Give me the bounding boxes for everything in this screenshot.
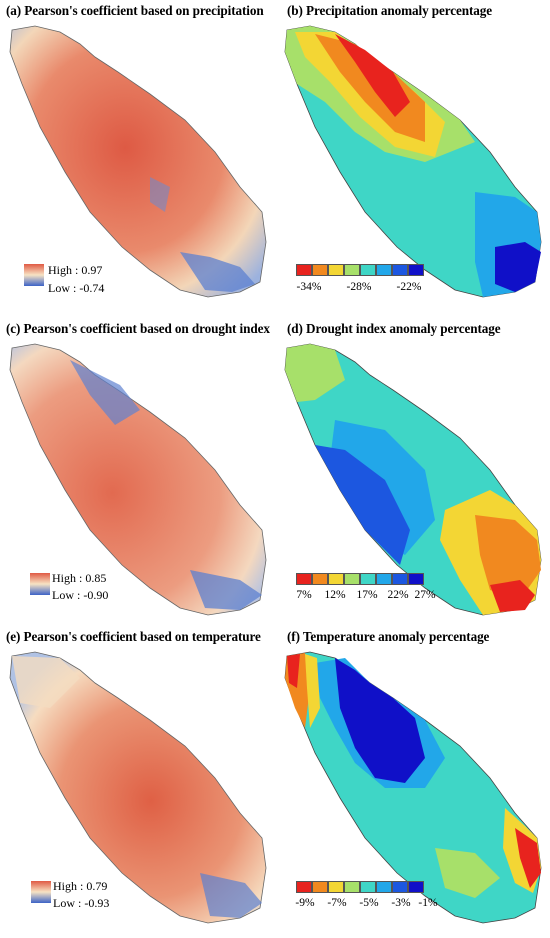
panel-c-title: (c) Pearson's coefficient based on droug… — [6, 321, 270, 336]
panel-b: (b) Precipitation anomaly percentage -34… — [275, 0, 550, 312]
tick-d-2: 17% — [356, 589, 378, 601]
legend-bar-b — [296, 264, 424, 276]
tick-f-3: -3% — [391, 897, 411, 909]
panel-a-title: (a) Pearson's coefficient based on preci… — [6, 3, 264, 18]
legend-high-e: High : 0.79 — [53, 879, 108, 893]
tick-b-0: -34% — [296, 281, 322, 293]
panel-e: (e) Pearson's coefficient based on tempe… — [0, 626, 275, 938]
legend-high-c: High : 0.85 — [52, 571, 107, 585]
tick-f-2: -5% — [359, 897, 379, 909]
legend-gradient-a — [24, 264, 44, 286]
tick-f-4: -1% — [418, 897, 438, 909]
panel-f-title: (f) Temperature anomaly percentage — [287, 629, 490, 644]
panel-a: (a) Pearson's coefficient based on preci… — [0, 0, 275, 312]
tick-f-0: -9% — [295, 897, 315, 909]
drought-anomaly-map — [284, 343, 542, 616]
legend-high-a: High : 0.97 — [48, 263, 103, 277]
legend-low-e: Low : -0.93 — [53, 896, 110, 910]
tick-b-1: -28% — [346, 281, 372, 293]
tick-d-1: 12% — [324, 589, 346, 601]
tick-d-3: 22% — [387, 589, 409, 601]
panel-c: (c) Pearson's coefficient based on droug… — [0, 318, 275, 630]
precipitation-correlation-map — [9, 25, 267, 298]
tick-f-1: -7% — [327, 897, 347, 909]
drought-correlation-map — [9, 343, 267, 616]
temperature-anomaly-map — [284, 651, 542, 924]
panel-b-title: (b) Precipitation anomaly percentage — [287, 3, 493, 18]
legend-low-c: Low : -0.90 — [52, 588, 109, 602]
panel-e-title: (e) Pearson's coefficient based on tempe… — [6, 629, 261, 644]
legend-gradient-c — [30, 573, 50, 595]
precipitation-anomaly-map — [284, 25, 542, 298]
panel-f: (f) Temperature anomaly percentage -9% -… — [275, 626, 550, 938]
tick-d-4: 27% — [414, 589, 436, 601]
legend-low-a: Low : -0.74 — [48, 281, 105, 295]
legend-bar-d — [296, 573, 424, 585]
legend-gradient-e — [31, 881, 51, 903]
panel-d-title: (d) Drought index anomaly percentage — [287, 321, 501, 336]
tick-d-0: 7% — [296, 589, 312, 601]
panel-d: (d) Drought index anomaly percentage 7% … — [275, 318, 550, 630]
tick-b-2: -22% — [396, 281, 422, 293]
legend-bar-f — [296, 881, 424, 893]
temperature-correlation-map — [9, 651, 267, 924]
